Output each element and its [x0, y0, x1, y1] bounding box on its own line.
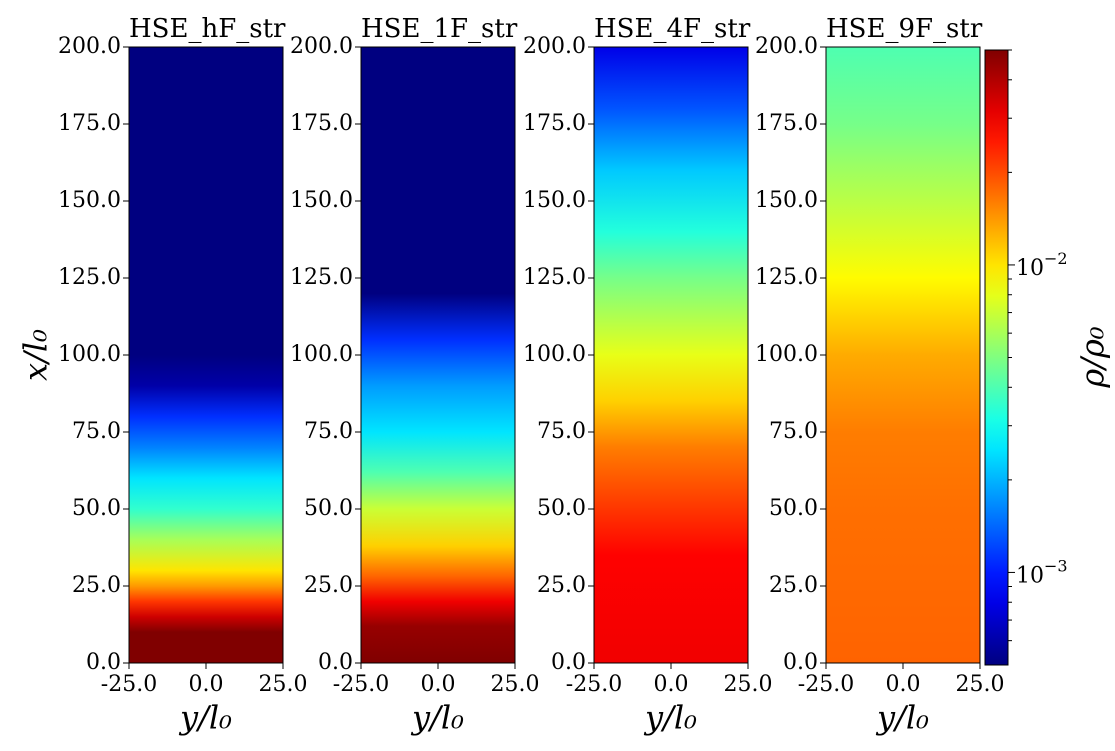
y-tick-label: 100.0 — [755, 342, 818, 367]
y-tick-label: 200.0 — [755, 34, 818, 59]
heatmap — [129, 47, 283, 663]
y-tick-label: 175.0 — [290, 111, 353, 136]
y-tick-label: 200.0 — [290, 34, 353, 59]
y-tick-label: 125.0 — [58, 265, 121, 290]
y-tick-label: 25.0 — [304, 573, 353, 598]
y-tick-label: 100.0 — [290, 342, 353, 367]
tick-exponent: −2 — [1044, 248, 1068, 267]
y-tick-label: 0.0 — [783, 650, 818, 675]
y-tick-label: 25.0 — [769, 573, 818, 598]
panel-title: HSE_4F_str — [594, 14, 751, 44]
y-axis-label: x/l₀ — [17, 329, 55, 381]
y-tick-label: 50.0 — [769, 496, 818, 521]
x-tick-label: 25.0 — [724, 672, 773, 697]
y-tick-label: 200.0 — [523, 34, 586, 59]
y-tick-label: 50.0 — [304, 496, 353, 521]
y-tick-label: 125.0 — [290, 265, 353, 290]
x-axis-label: y/l₀ — [643, 699, 697, 737]
y-tick-label: 175.0 — [58, 111, 121, 136]
x-axis-label: y/l₀ — [178, 699, 232, 737]
y-tick-label: 175.0 — [755, 111, 818, 136]
heatmap — [826, 47, 980, 663]
x-tick-label: 0.0 — [189, 672, 224, 697]
x-tick-label: -25.0 — [101, 672, 157, 697]
x-tick-label: 25.0 — [259, 672, 308, 697]
x-axis-label: y/l₀ — [875, 699, 929, 737]
tick-exponent: −3 — [1044, 556, 1068, 575]
x-tick-label: 25.0 — [956, 672, 1005, 697]
y-tick-label: 50.0 — [72, 496, 121, 521]
x-axis-label: y/l₀ — [410, 699, 464, 737]
y-tick-label: 100.0 — [523, 342, 586, 367]
y-tick-label: 200.0 — [58, 34, 121, 59]
tick-base: 10 — [1016, 563, 1044, 588]
x-tick-label: 0.0 — [886, 672, 921, 697]
heatmap — [361, 47, 515, 663]
y-tick-label: 75.0 — [537, 419, 586, 444]
x-tick-label: -25.0 — [566, 672, 622, 697]
x-tick-label: 0.0 — [654, 672, 689, 697]
y-tick-label: 125.0 — [523, 265, 586, 290]
y-tick-label: 75.0 — [72, 419, 121, 444]
colorbar-tick-label: 10−3 — [1016, 556, 1068, 589]
x-tick-label: -25.0 — [798, 672, 854, 697]
y-tick-label: 50.0 — [537, 496, 586, 521]
y-tick-label: 125.0 — [755, 265, 818, 290]
y-tick-label: 25.0 — [72, 573, 121, 598]
y-tick-label: 100.0 — [58, 342, 121, 367]
x-tick-label: 25.0 — [491, 672, 540, 697]
heatmap — [594, 47, 748, 663]
y-tick-label: 75.0 — [769, 419, 818, 444]
y-tick-label: 0.0 — [551, 650, 586, 675]
y-tick-label: 150.0 — [290, 188, 353, 213]
colorbar-tick-label: 10−2 — [1016, 248, 1068, 281]
panel-title: HSE_1F_str — [361, 14, 518, 44]
panel-title: HSE_9F_str — [826, 14, 983, 44]
y-tick-label: 150.0 — [58, 188, 121, 213]
colorbar — [984, 49, 1009, 666]
y-tick-label: 75.0 — [304, 419, 353, 444]
y-tick-label: 175.0 — [523, 111, 586, 136]
x-tick-label: -25.0 — [333, 672, 389, 697]
x-tick-label: 0.0 — [421, 672, 456, 697]
y-tick-label: 0.0 — [86, 650, 121, 675]
tick-base: 10 — [1016, 256, 1044, 281]
y-tick-label: 0.0 — [318, 650, 353, 675]
y-tick-label: 25.0 — [537, 573, 586, 598]
colorbar-label: ρ/ρ₀ — [1074, 326, 1112, 388]
y-tick-label: 150.0 — [755, 188, 818, 213]
y-tick-label: 150.0 — [523, 188, 586, 213]
panel-title: HSE_hF_str — [129, 14, 286, 44]
